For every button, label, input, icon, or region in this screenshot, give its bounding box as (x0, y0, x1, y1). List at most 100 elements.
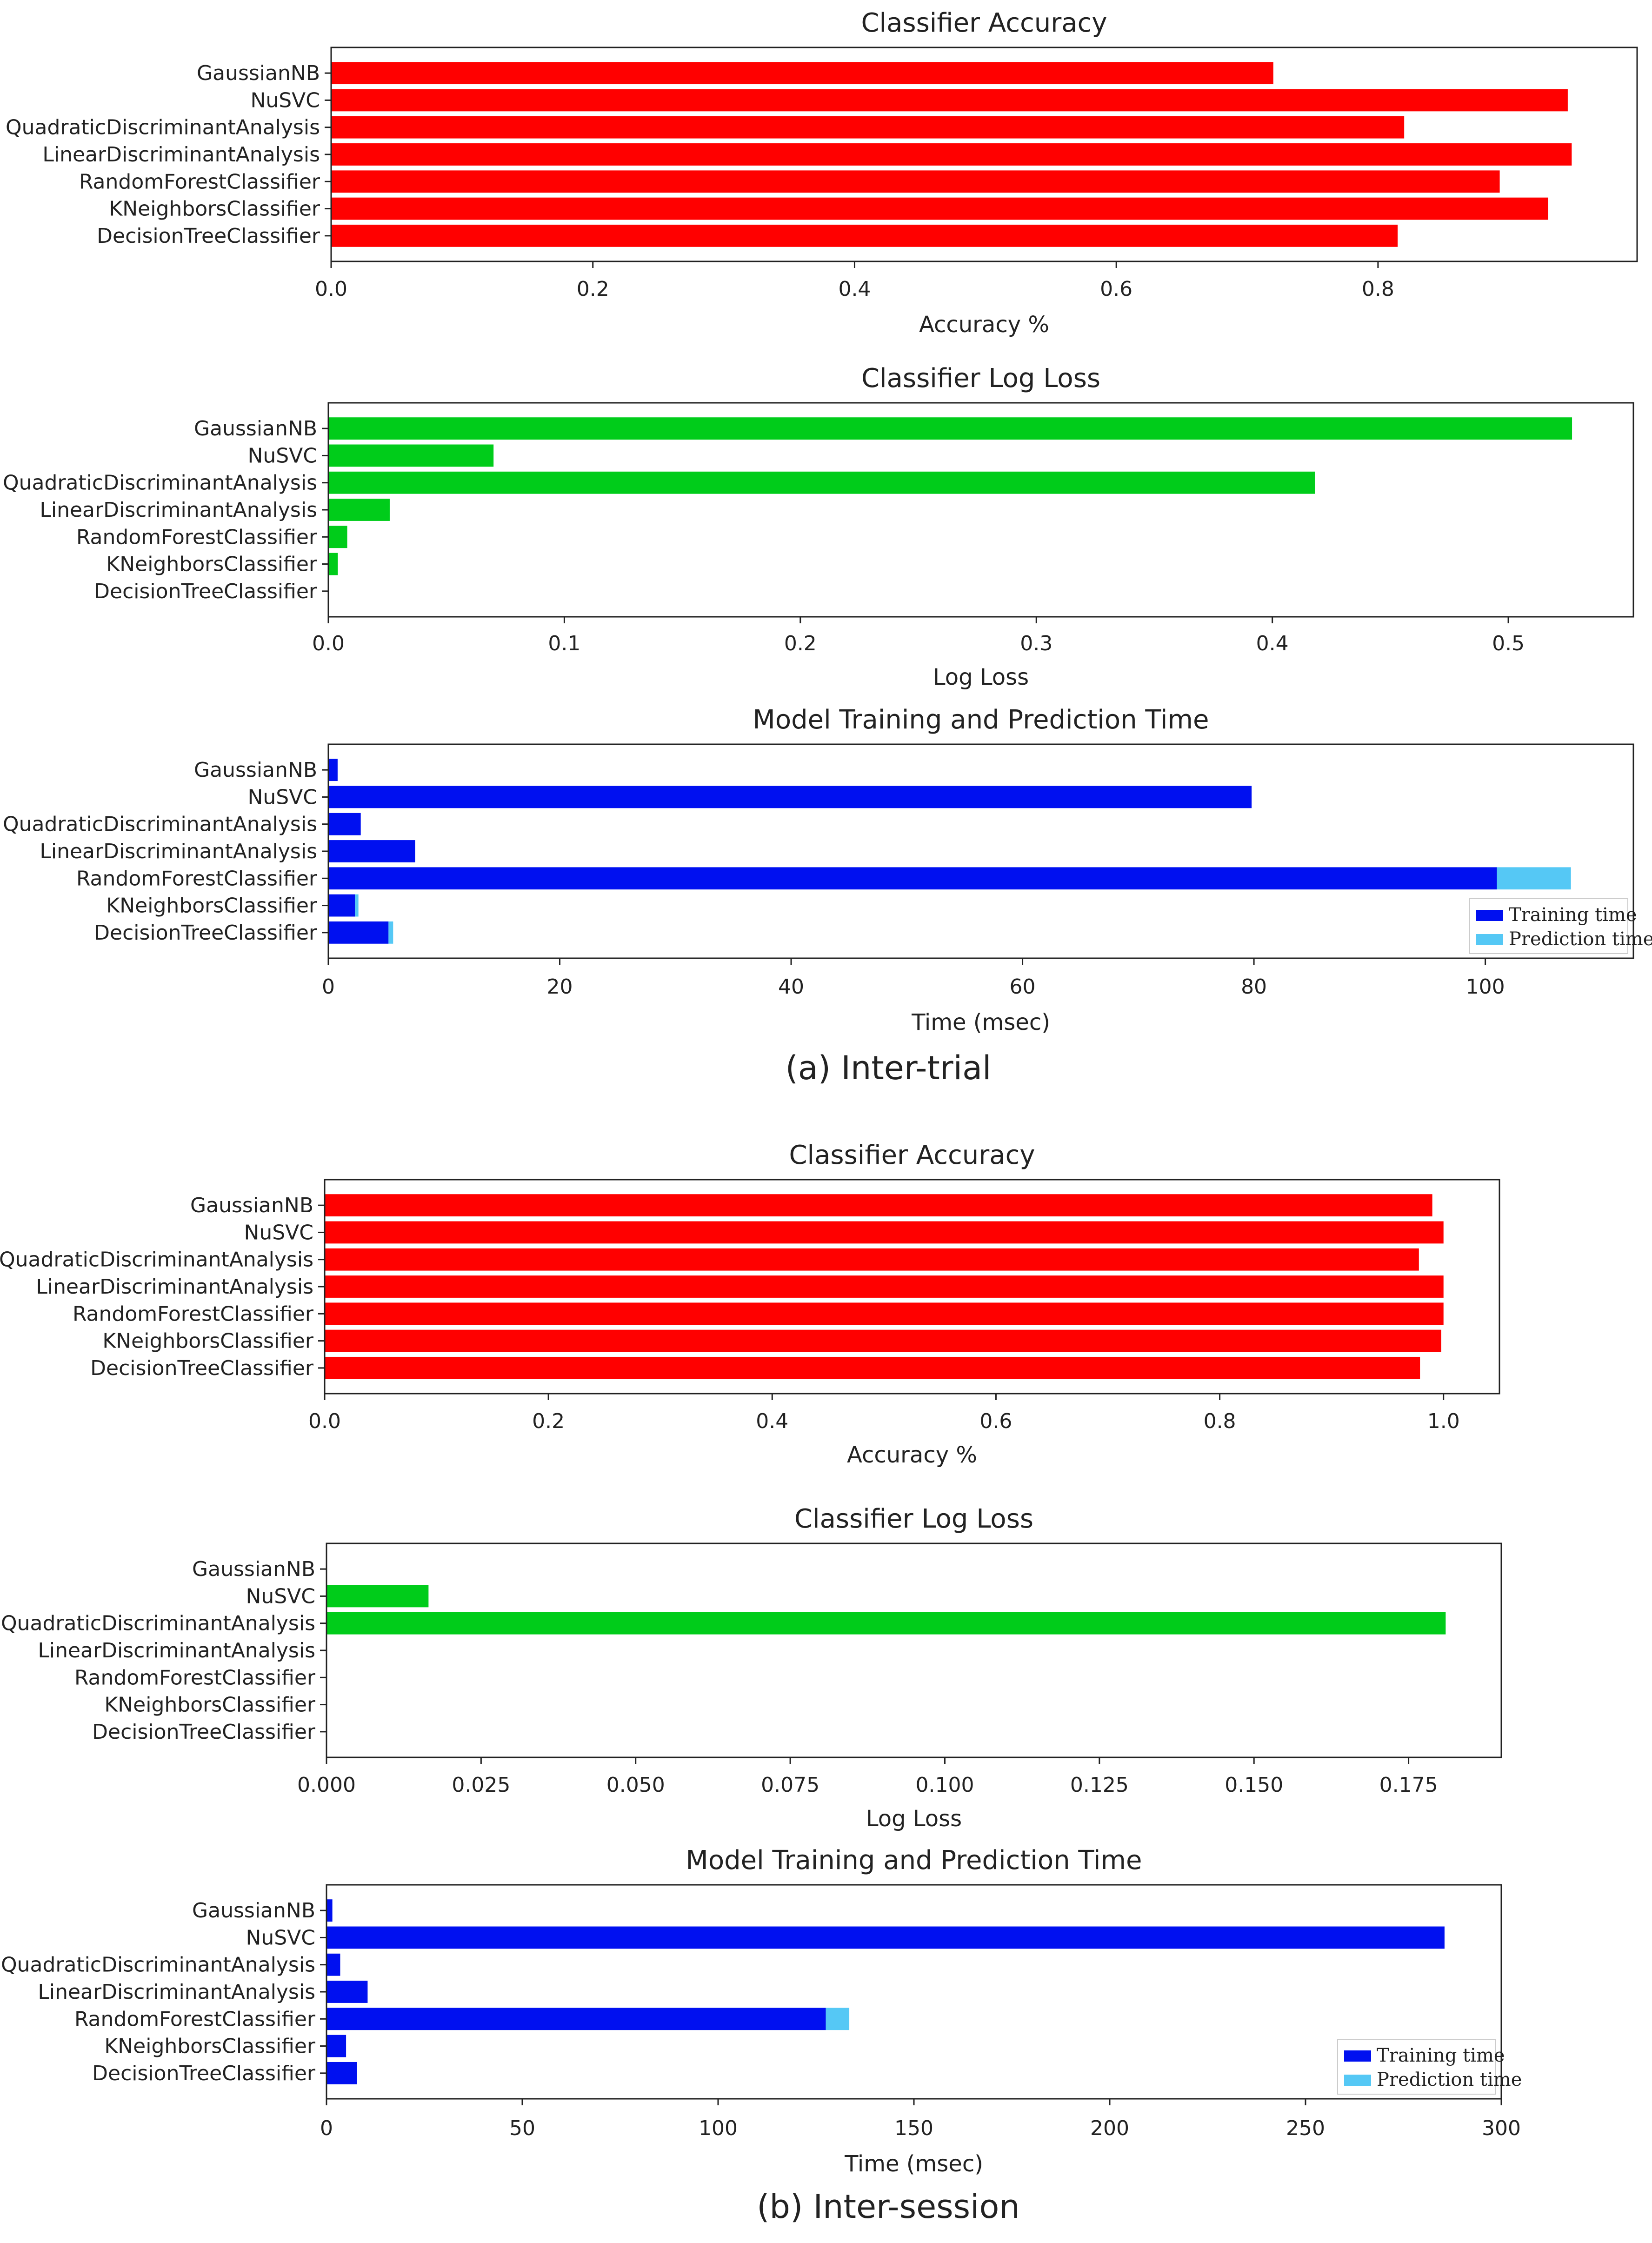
chart-title: Classifier Log Loss (861, 363, 1100, 394)
xtick-label: 0.2 (577, 277, 609, 301)
bar-quadraticdiscriminantanalysis (326, 1612, 1446, 1635)
ytick-label-lineardiscriminantanalysis: LinearDiscriminantAnalysis (40, 498, 317, 522)
caption-inter-session: (b) Inter-session (757, 2188, 1020, 2226)
ytick-label-nusvc: NuSVC (250, 88, 320, 112)
x-axis-label: Log Loss (866, 1806, 962, 1832)
ytick-label-decisiontreeclassifier: DecisionTreeClassifier (90, 1356, 314, 1380)
ytick-label-randomforestclassifier: RandomForestClassifier (79, 170, 320, 194)
ytick-label-randomforestclassifier: RandomForestClassifier (76, 525, 318, 549)
bar-nusvc (326, 1585, 429, 1608)
chart-title: Model Training and Prediction Time (686, 1845, 1142, 1876)
legend-swatch-training-time (1476, 910, 1503, 921)
ytick-label-lineardiscriminantanalysis: LinearDiscriminantAnalysis (42, 143, 320, 167)
legend-label-training-time: Training time (1509, 904, 1637, 926)
ytick-label-kneighborsclassifier: KNeighborsClassifier (106, 553, 318, 576)
bar-quadraticdiscriminantanalysis (331, 116, 1405, 139)
xtick-label: 60 (1010, 975, 1036, 999)
ytick-label-randomforestclassifier: RandomForestClassifier (76, 867, 318, 890)
ytick-label-gaussiannb: GaussianNB (194, 758, 317, 782)
chart-title: Classifier Accuracy (861, 8, 1107, 38)
chart-title: Classifier Accuracy (789, 1140, 1035, 1170)
xtick-label: 0.0 (312, 632, 345, 655)
chart-inter-trial-log-loss: Classifier Log Loss GaussianNB NuSVC Quadra… (3, 363, 1634, 690)
plot-frame (327, 743, 1634, 959)
x-axis-label: Accuracy % (919, 312, 1049, 338)
chart-inter-session-accuracy: Classifier Accuracy GaussianNB NuSVC Quadra… (0, 1140, 1500, 1468)
xtick-label: 200 (1090, 2116, 1129, 2140)
bar-lineardiscriminantanalysis (331, 143, 1572, 166)
chart-inter-session-log-loss: Classifier Log Loss GaussianNB NuSVC Quadra… (1, 1504, 1502, 1832)
xtick-label: 0 (322, 975, 335, 999)
xtick-label: 0.050 (606, 1773, 665, 1797)
xtick-label: 0.000 (297, 1773, 356, 1797)
ytick-label-lineardiscriminantanalysis: LinearDiscriminantAnalysis (36, 1275, 313, 1299)
legend-swatch-prediction-time (1476, 934, 1503, 945)
legend-swatch-prediction-time (1344, 2075, 1371, 2086)
x-axis-label: Accuracy % (847, 1442, 977, 1468)
legend-label-prediction-time: Prediction time (1377, 2069, 1522, 2090)
caption-inter-trial: (a) Inter-trial (786, 1049, 992, 1087)
ytick-label-quadraticdiscriminantanalysis: QuadraticDiscriminantAnalysis (1, 1612, 315, 1636)
bar-lineardiscriminantanalysis (328, 499, 390, 521)
ytick-label-gaussiannb: GaussianNB (192, 1899, 315, 1923)
xtick-label: 100 (699, 2116, 738, 2140)
ytick-label-quadraticdiscriminantanalysis: QuadraticDiscriminantAnalysis (3, 471, 317, 495)
bar-gaussiannb (325, 1194, 1432, 1217)
plot-frame (326, 1542, 1502, 1758)
xtick-label: 1.0 (1427, 1409, 1460, 1433)
ytick-label-quadraticdiscriminantanalysis: QuadraticDiscriminantAnalysis (3, 813, 317, 836)
bar-training-time-decisiontreeclassifier (328, 921, 389, 944)
ytick-label-decisiontreeclassifier: DecisionTreeClassifier (94, 921, 318, 945)
xtick-label: 0 (320, 2116, 333, 2140)
bar-prediction-time-decisiontreeclassifier (388, 921, 393, 944)
legend-label-training-time: Training time (1377, 2045, 1505, 2066)
bar-lineardiscriminantanalysis (325, 1275, 1444, 1298)
chart-inter-trial-accuracy: Classifier Accuracy GaussianNB NuSVC Quadra… (6, 8, 1638, 338)
bar-training-time-gaussiannb (326, 1899, 333, 1922)
bar-decisiontreeclassifier (325, 1356, 1420, 1379)
xtick-label: 250 (1286, 2116, 1325, 2140)
ytick-label-gaussiannb: GaussianNB (190, 1194, 313, 1217)
bar-training-time-randomforestclassifier (328, 867, 1497, 890)
bar-training-time-nusvc (328, 786, 1252, 808)
ytick-label-randomforestclassifier: RandomForestClassifier (74, 2007, 316, 2031)
ytick-label-nusvc: NuSVC (244, 1221, 313, 1244)
xtick-label: 0.3 (1020, 632, 1052, 655)
xtick-label: 0.5 (1492, 632, 1525, 655)
bar-quadraticdiscriminantanalysis (325, 1248, 1419, 1271)
xtick-label: 0.025 (452, 1773, 510, 1797)
plot-frame (327, 402, 1634, 618)
chart-title: Classifier Log Loss (794, 1504, 1033, 1534)
xtick-label: 0.0 (315, 277, 347, 301)
ytick-label-nusvc: NuSVC (247, 785, 317, 809)
bar-training-time-decisiontreeclassifier (326, 2062, 357, 2084)
xtick-label: 0.6 (979, 1409, 1012, 1433)
xtick-label: 300 (1482, 2116, 1521, 2140)
xtick-label: 0.175 (1379, 1773, 1438, 1797)
bar-nusvc (325, 1221, 1444, 1244)
ytick-label-kneighborsclassifier: KNeighborsClassifier (104, 1693, 316, 1717)
ytick-label-decisiontreeclassifier: DecisionTreeClassifier (97, 224, 320, 248)
xtick-label: 150 (894, 2116, 933, 2140)
ytick-label-randomforestclassifier: RandomForestClassifier (73, 1302, 314, 1326)
plot-frame (326, 1884, 1502, 2100)
bar-quadraticdiscriminantanalysis (328, 471, 1315, 494)
bar-randomforestclassifier (331, 170, 1500, 193)
bar-prediction-time-kneighborsclassifier (355, 894, 359, 917)
bar-nusvc (328, 444, 494, 467)
xtick-label: 0.125 (1070, 1773, 1129, 1797)
xtick-label: 80 (1241, 975, 1267, 999)
xtick-label: 40 (778, 975, 804, 999)
xtick-label: 50 (509, 2116, 535, 2140)
ytick-label-lineardiscriminantanalysis: LinearDiscriminantAnalysis (38, 1980, 315, 2004)
xtick-label: 0.4 (756, 1409, 788, 1433)
bar-training-time-quadraticdiscriminantanalysis (326, 1953, 340, 1976)
bar-randomforestclassifier (328, 526, 347, 548)
bar-nusvc (331, 89, 1568, 112)
xtick-label: 0.2 (532, 1409, 565, 1433)
bar-prediction-time-randomforestclassifier (1497, 867, 1571, 890)
bar-training-time-quadraticdiscriminantanalysis (328, 813, 361, 835)
xtick-label: 0.8 (1362, 277, 1394, 301)
chart-inter-trial-time: Model Training and Prediction Time Gaussi… (3, 705, 1652, 1035)
